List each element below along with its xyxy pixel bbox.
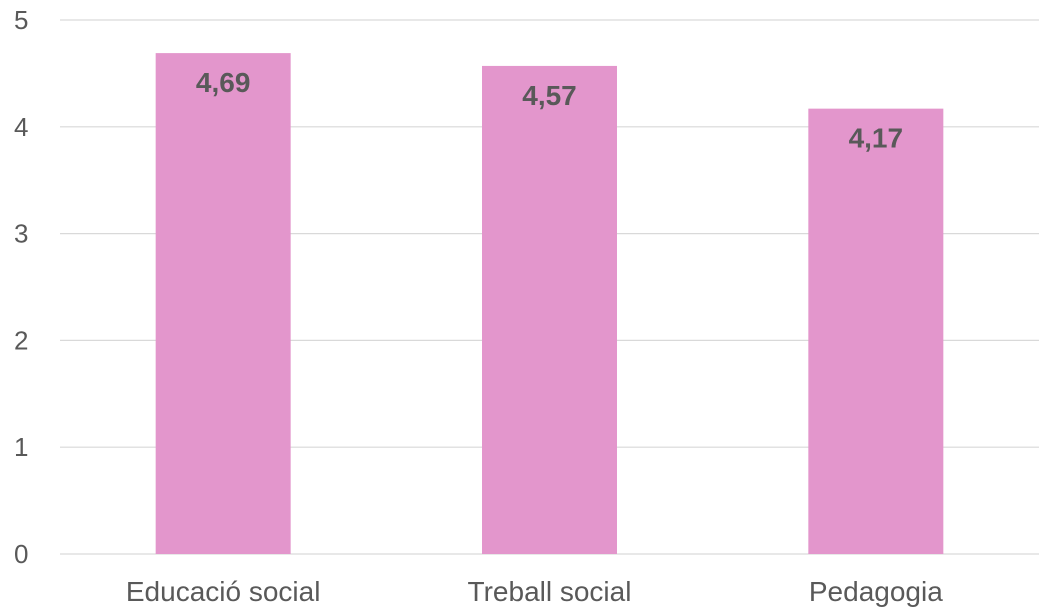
y-tick-label: 5 <box>14 5 28 35</box>
category-label: Pedagogia <box>809 576 943 607</box>
bar <box>482 65 617 554</box>
x-axis-category-labels: Educació social Treball social Pedagogia <box>126 576 943 607</box>
bar <box>155 53 291 554</box>
y-axis-tick-labels: 0 1 2 3 4 5 <box>14 5 28 569</box>
y-tick-label: 3 <box>14 219 28 249</box>
bar-value-label: 4,17 <box>849 123 904 154</box>
y-tick-label: 4 <box>14 112 28 142</box>
data-labels: 4,69 4,57 4,17 <box>196 67 903 154</box>
bar-value-label: 4,57 <box>522 80 577 111</box>
y-tick-label: 2 <box>14 325 28 355</box>
bars <box>155 53 944 555</box>
category-label: Treball social <box>468 576 632 607</box>
y-tick-label: 1 <box>14 432 28 462</box>
bar <box>808 108 944 555</box>
bar-value-label: 4,69 <box>196 67 251 98</box>
y-tick-label: 0 <box>14 539 28 569</box>
category-label: Educació social <box>126 576 321 607</box>
